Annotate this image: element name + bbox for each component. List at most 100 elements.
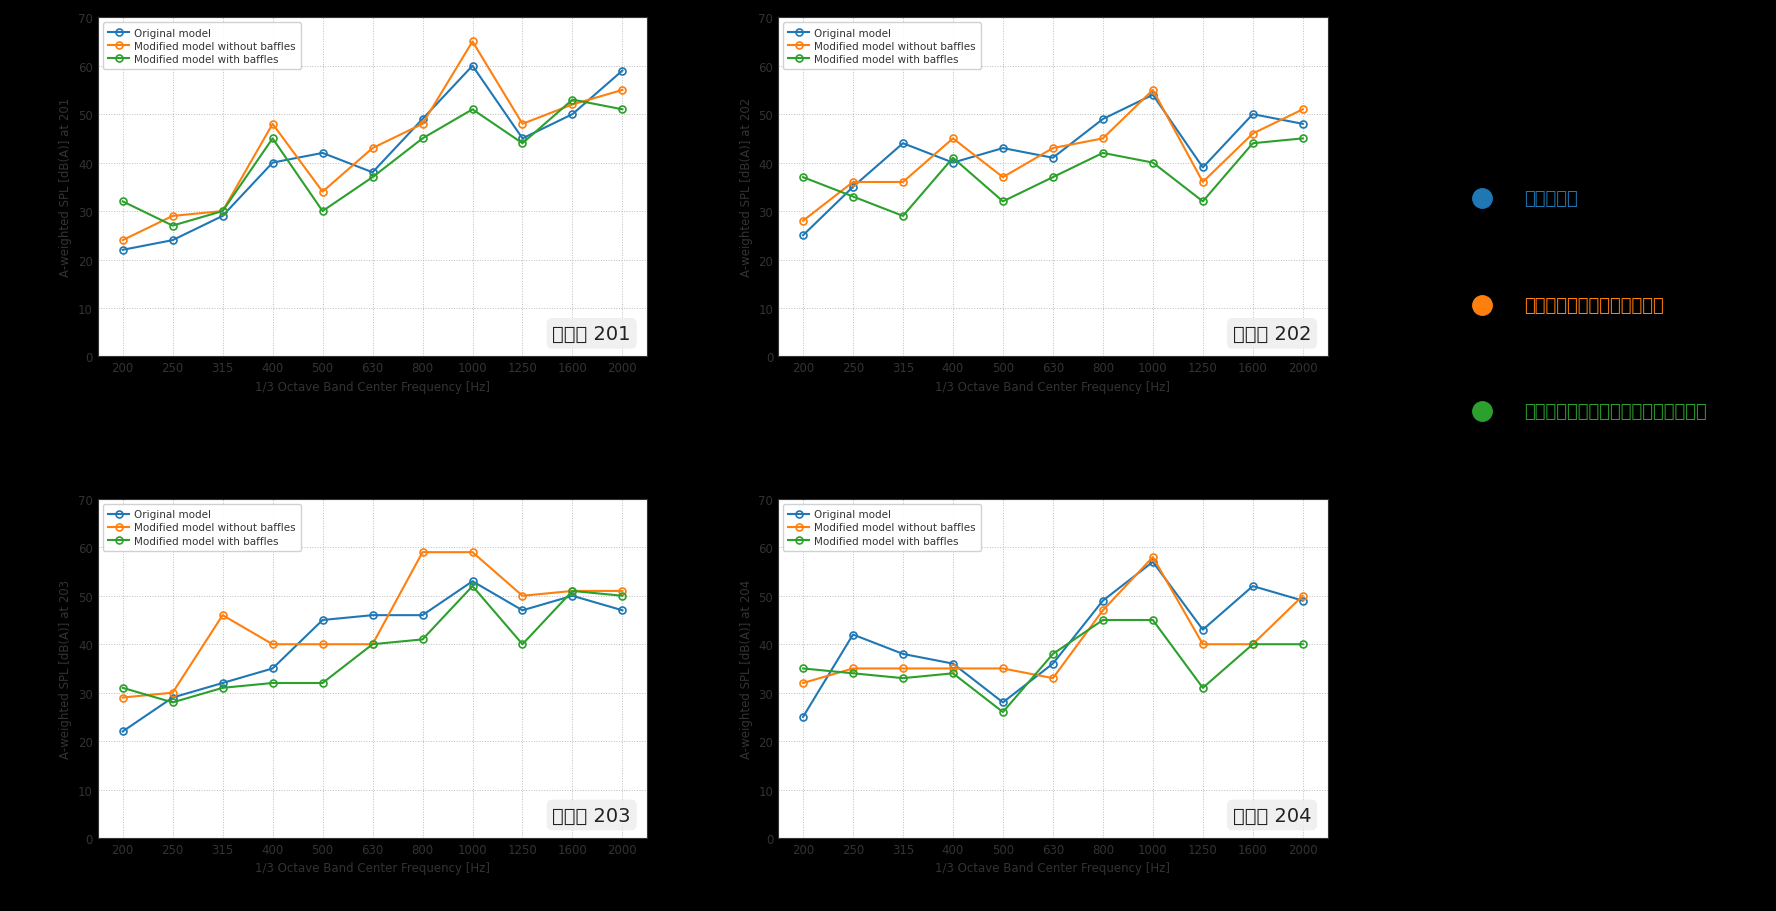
Modified model with baffles (561, 95, 583, 106)
Modified model with baffles (792, 663, 813, 674)
Modified model without baffles (1092, 605, 1114, 616)
Modified model with baffles (462, 581, 483, 592)
X-axis label: 1/3 Octave Band Center Frequency [Hz]: 1/3 Octave Band Center Frequency [Hz] (936, 381, 1170, 394)
Modified model without baffles (561, 100, 583, 111)
Line: Original model: Original model (119, 578, 625, 735)
Modified model without baffles (842, 178, 863, 189)
Original model (412, 115, 433, 126)
Original model (842, 182, 863, 193)
Modified model with baffles (112, 197, 133, 208)
Modified model with baffles (792, 172, 813, 183)
Original model (892, 649, 913, 660)
Modified model without baffles (892, 663, 913, 674)
Modified model with baffles (993, 197, 1014, 208)
Modified model without baffles (1192, 178, 1213, 189)
Modified model with baffles (1092, 615, 1114, 626)
Modified model without baffles (842, 663, 863, 674)
Modified model without baffles (162, 211, 183, 222)
Original model (211, 211, 233, 222)
Modified model with baffles (1142, 158, 1163, 169)
Y-axis label: A-weighted SPL [dB(A)] at 202: A-weighted SPL [dB(A)] at 202 (741, 98, 753, 277)
Modified model with baffles (943, 153, 964, 164)
Line: Modified model without baffles: Modified model without baffles (799, 554, 1307, 687)
Line: Modified model without baffles: Modified model without baffles (119, 39, 625, 244)
Original model (313, 148, 334, 159)
Modified model without baffles (943, 134, 964, 145)
Modified model with baffles (313, 678, 334, 689)
Modified model without baffles (211, 207, 233, 218)
Modified model without baffles (792, 678, 813, 689)
Modified model without baffles (943, 663, 964, 674)
Modified model with baffles (1293, 639, 1314, 650)
Modified model without baffles (362, 143, 384, 154)
Original model (112, 245, 133, 256)
Original model (1241, 581, 1263, 592)
Original model (1192, 163, 1213, 174)
Line: Original model: Original model (799, 92, 1307, 240)
Legend: Original model, Modified model without baffles, Modified model with baffles: Original model, Modified model without b… (783, 505, 982, 551)
Original model (611, 605, 632, 616)
Modified model without baffles (112, 692, 133, 703)
Text: 修正モデル（吸音材付ジャマ板あり）: 修正モデル（吸音材付ジャマ板あり） (1524, 403, 1707, 421)
Legend: Original model, Modified model without baffles, Modified model with baffles: Original model, Modified model without b… (103, 24, 300, 70)
X-axis label: 1/3 Octave Band Center Frequency [Hz]: 1/3 Octave Band Center Frequency [Hz] (256, 862, 490, 875)
Modified model without baffles (993, 172, 1014, 183)
Modified model with baffles (892, 211, 913, 222)
X-axis label: 1/3 Octave Band Center Frequency [Hz]: 1/3 Octave Band Center Frequency [Hz] (256, 381, 490, 394)
Modified model with baffles (211, 207, 233, 218)
Modified model without baffles (1241, 639, 1263, 650)
Line: Original model: Original model (119, 63, 625, 254)
Modified model with baffles (561, 586, 583, 597)
Line: Modified model with baffles: Modified model with baffles (799, 136, 1307, 220)
Original model (892, 138, 913, 149)
Modified model with baffles (611, 105, 632, 116)
Modified model with baffles (313, 207, 334, 218)
Modified model with baffles (1043, 649, 1064, 660)
Modified model with baffles (362, 639, 384, 650)
Modified model with baffles (261, 134, 282, 145)
Original model (1293, 596, 1314, 607)
Original model (1043, 659, 1064, 670)
Text: 修正モデル（ジャマ板なし）: 修正モデル（ジャマ板なし） (1524, 296, 1664, 314)
Original model (462, 576, 483, 587)
Modified model without baffles (1192, 639, 1213, 650)
X-axis label: 1/3 Octave Band Center Frequency [Hz]: 1/3 Octave Band Center Frequency [Hz] (936, 862, 1170, 875)
Modified model with baffles (842, 192, 863, 203)
Modified model with baffles (412, 634, 433, 645)
Modified model with baffles (892, 673, 913, 684)
Original model (1142, 557, 1163, 568)
Modified model without baffles (412, 119, 433, 130)
Modified model without baffles (611, 86, 632, 97)
Original model (1142, 90, 1163, 101)
Modified model without baffles (362, 639, 384, 650)
Original model (842, 630, 863, 640)
Modified model without baffles (1241, 129, 1263, 140)
Y-axis label: A-weighted SPL [dB(A)] at 201: A-weighted SPL [dB(A)] at 201 (59, 98, 73, 277)
Modified model without baffles (511, 119, 533, 130)
Modified model with baffles (261, 678, 282, 689)
Original model (792, 230, 813, 241)
Original model (462, 61, 483, 72)
Modified model without baffles (1092, 134, 1114, 145)
Original model (993, 143, 1014, 154)
Modified model without baffles (1043, 673, 1064, 684)
Y-axis label: A-weighted SPL [dB(A)] at 203: A-weighted SPL [dB(A)] at 203 (59, 579, 73, 758)
Modified model without baffles (1293, 590, 1314, 601)
Modified model without baffles (162, 688, 183, 699)
Modified model with baffles (1241, 138, 1263, 149)
Modified model with baffles (1241, 639, 1263, 650)
Original model (362, 168, 384, 179)
Modified model with baffles (1293, 134, 1314, 145)
Original model (162, 692, 183, 703)
Modified model without baffles (511, 590, 533, 601)
Modified model without baffles (211, 610, 233, 621)
Original model (261, 158, 282, 169)
Modified model with baffles (842, 668, 863, 679)
Modified model with baffles (162, 220, 183, 231)
Modified model without baffles (1142, 86, 1163, 97)
Line: Modified model without baffles: Modified model without baffles (119, 549, 625, 701)
Modified model with baffles (1043, 172, 1064, 183)
Modified model with baffles (993, 707, 1014, 718)
Modified model without baffles (313, 187, 334, 198)
Modified model without baffles (261, 639, 282, 650)
